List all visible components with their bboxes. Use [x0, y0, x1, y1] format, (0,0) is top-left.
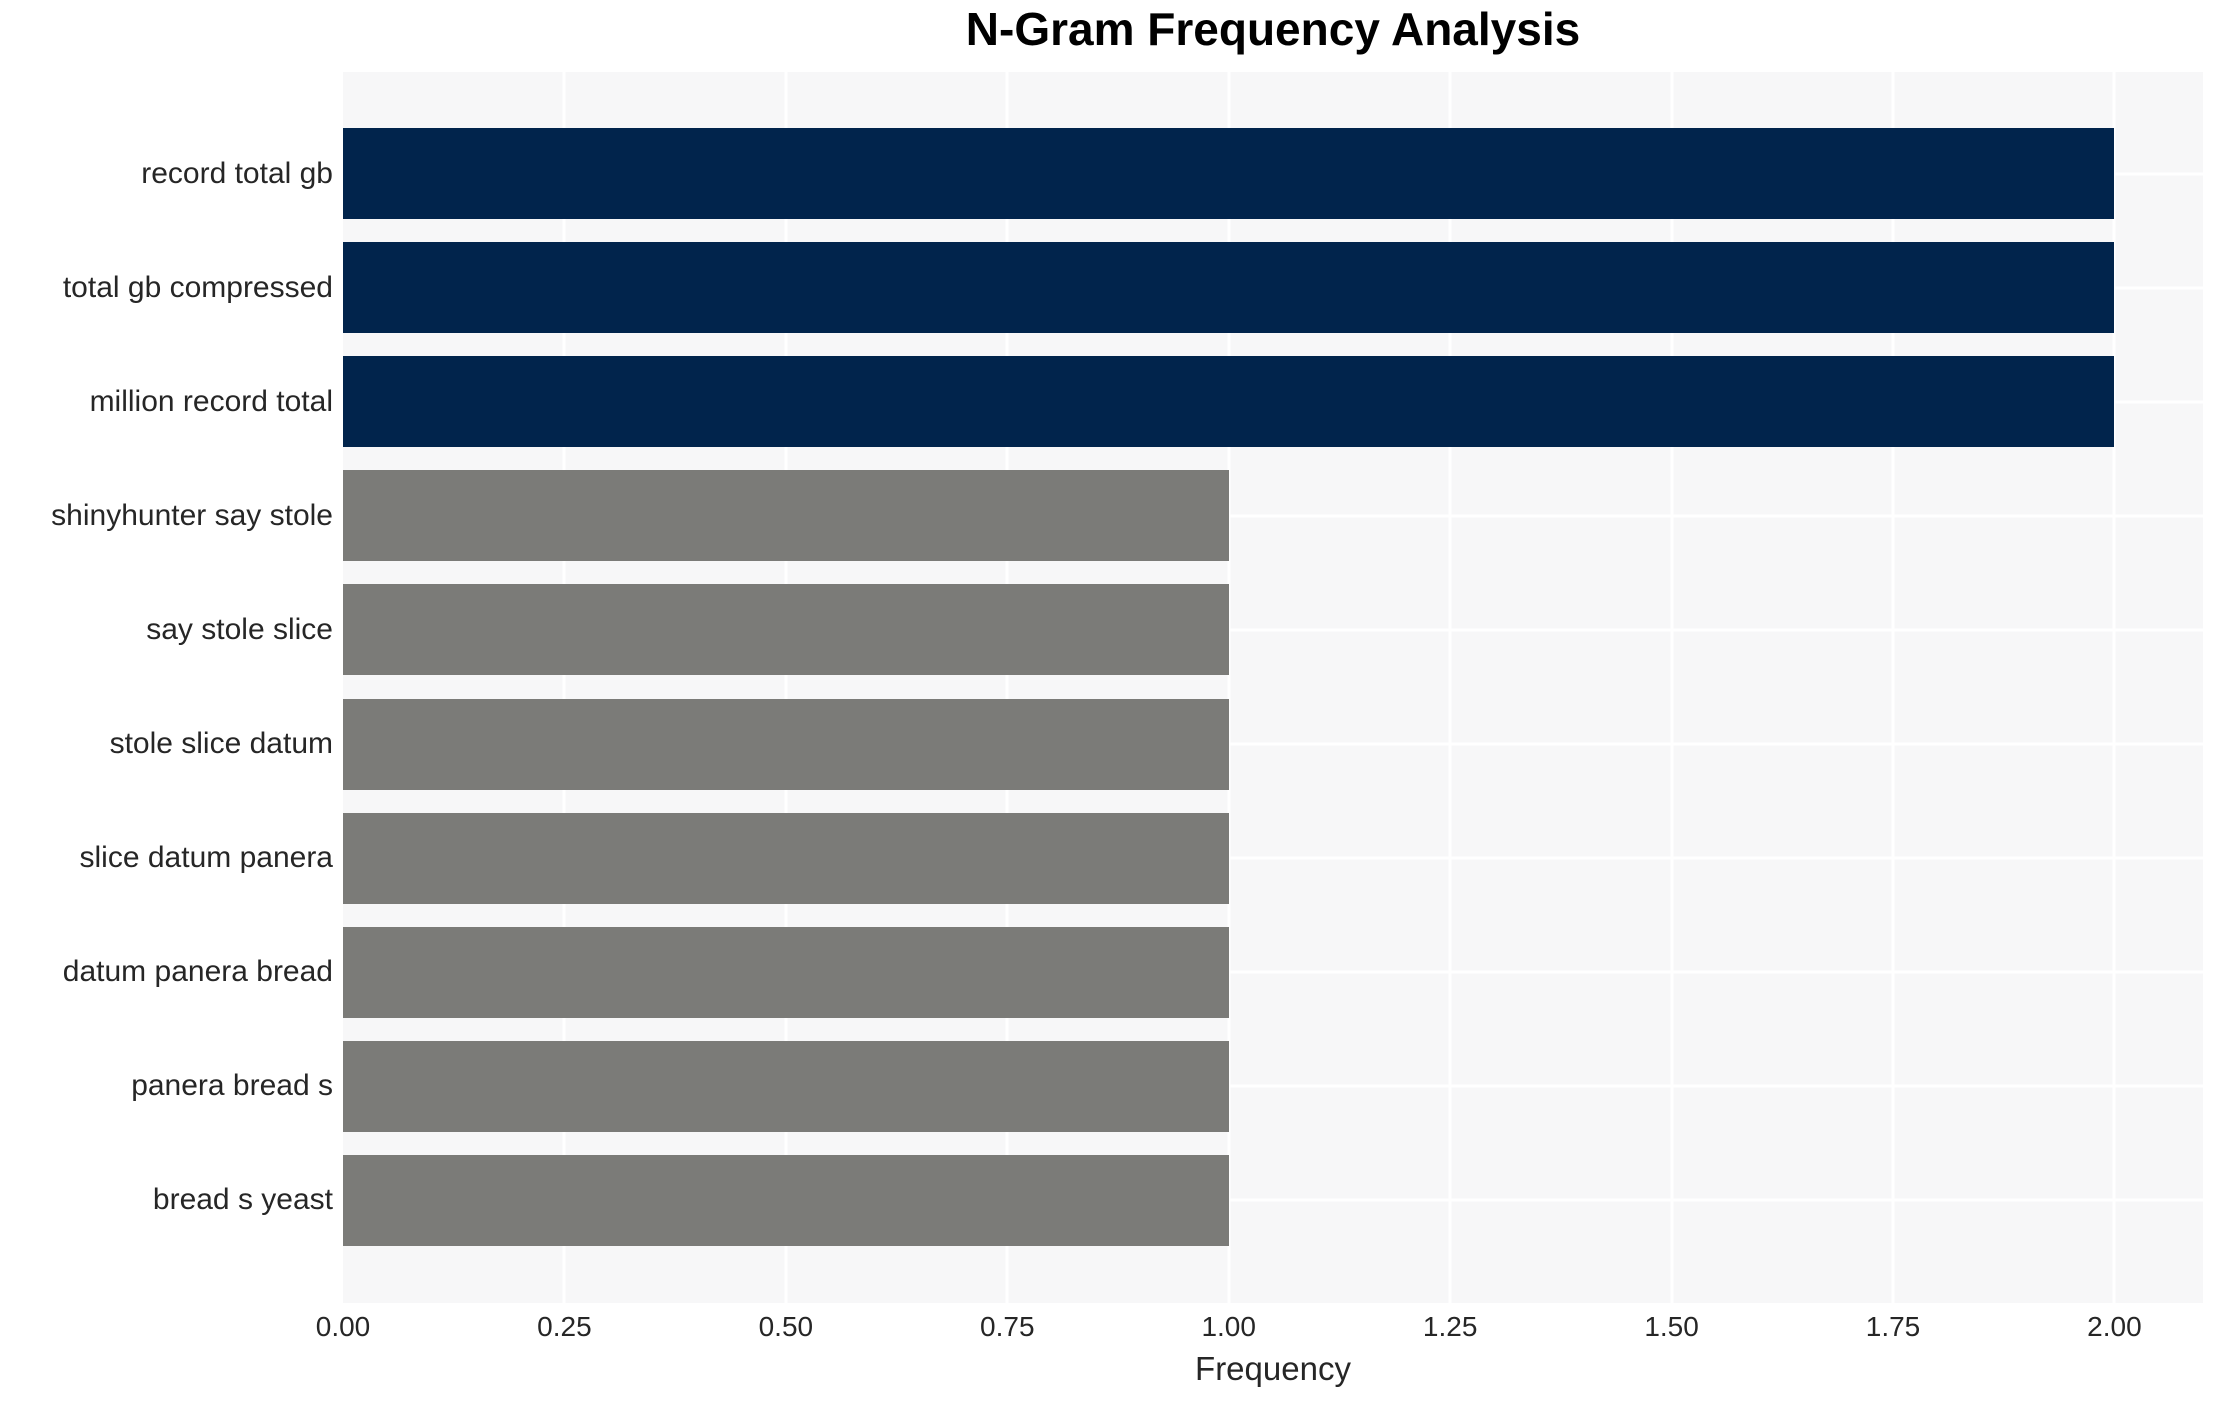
- category-label: stole slice datum: [109, 727, 333, 761]
- bar-row: slice datum panera: [80, 812, 2203, 904]
- frequency-bar: [343, 926, 1229, 1018]
- category-label: slice datum panera: [79, 841, 333, 875]
- x-axis-ticks: 0.00 0.25 0.50 0.75 1.00 1.25 1.50 1.75 2.00: [316, 1311, 2203, 1345]
- bar-row: shinyhunter say stole: [51, 470, 2203, 562]
- frequency-bar: [343, 470, 1229, 562]
- bar-row: total gb compressed: [63, 242, 2203, 334]
- frequency-bar: [343, 812, 1229, 904]
- category-label: datum panera bread: [62, 955, 333, 989]
- vertical-gridlines: [343, 72, 2203, 1303]
- bar-row: panera bread s: [131, 1040, 2203, 1132]
- vertical-gridline: [562, 72, 566, 1303]
- bar-row: million record total: [90, 356, 2203, 448]
- horizontal-gridline: [343, 742, 2203, 746]
- x-tick-label: 2.00: [2087, 1311, 2142, 1342]
- x-tick-label: 1.75: [1865, 1311, 1921, 1342]
- horizontal-gridline: [343, 628, 2203, 632]
- x-tick-label: 1.50: [1644, 1311, 1699, 1342]
- vertical-gridline: [1227, 72, 1231, 1303]
- category-label: panera bread s: [131, 1069, 333, 1103]
- bar-rows: record total gb total gb compressed millio…: [51, 72, 2203, 1303]
- plot-area: record total gb total gb compressed millio…: [51, 72, 2203, 1303]
- frequency-bar: [343, 128, 2115, 219]
- vertical-gridline: [784, 72, 788, 1303]
- vertical-gridline: [1891, 72, 1895, 1303]
- category-label: bread s yeast: [152, 1183, 333, 1217]
- bar-row: datum panera bread: [63, 926, 2203, 1018]
- horizontal-gridline: [343, 970, 2203, 974]
- bar-row: bread s yeast: [153, 1154, 2203, 1246]
- frequency-bar: [343, 698, 1229, 790]
- x-tick-label: 0.75: [980, 1311, 1035, 1342]
- x-tick-label: 1.25: [1422, 1311, 1478, 1342]
- chart-title: N-Gram Frequency Analysis: [965, 3, 1581, 55]
- category-label: total gb compressed: [62, 270, 333, 304]
- bar-row: stole slice datum: [110, 698, 2203, 790]
- frequency-bar: [343, 584, 1229, 676]
- vertical-gridline: [1005, 72, 1009, 1303]
- vertical-gridline: [2112, 72, 2116, 1303]
- x-tick-label: 1.00: [1201, 1311, 1256, 1342]
- x-tick-label: 0.25: [537, 1311, 592, 1342]
- category-label: record total gb: [141, 156, 333, 190]
- horizontal-gridline: [343, 856, 2203, 860]
- frequency-bar: [343, 242, 2115, 334]
- horizontal-gridline: [343, 514, 2203, 518]
- frequency-bar: [343, 356, 2115, 448]
- category-label: shinyhunter say stole: [51, 498, 333, 532]
- x-tick-label: 0.00: [315, 1311, 371, 1342]
- category-label: say stole slice: [146, 612, 333, 646]
- category-label: million record total: [89, 384, 333, 418]
- vertical-gridline: [1448, 72, 1452, 1303]
- frequency-bar: [343, 1154, 1229, 1246]
- horizontal-gridline: [343, 1198, 2203, 1202]
- bar-row: say stole slice: [146, 584, 2203, 676]
- vertical-gridline: [1670, 72, 1674, 1303]
- frequency-bar: [343, 1040, 1229, 1132]
- bar-row: record total gb: [141, 128, 2203, 219]
- x-axis-label: Frequency: [1195, 1350, 1351, 1387]
- horizontal-gridline: [343, 1084, 2203, 1088]
- x-tick-label: 0.50: [758, 1311, 814, 1342]
